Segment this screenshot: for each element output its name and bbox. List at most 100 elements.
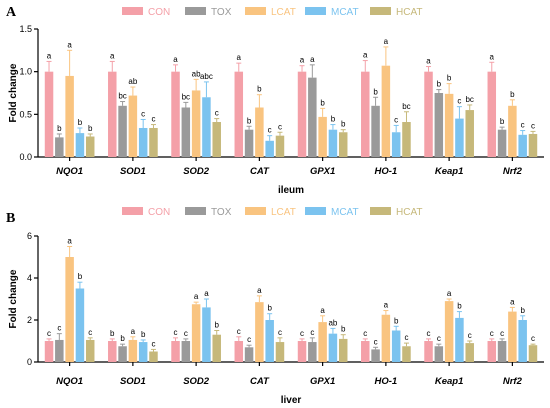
- bar-con-sod2: [171, 341, 180, 362]
- bar-mcat-nrf2: [518, 320, 527, 362]
- bar-tox-sod1: [118, 346, 127, 362]
- significance-letter-con-sod1: b: [110, 329, 115, 338]
- bar-con-nqo1: [44, 71, 54, 157]
- significance-letter-tox-sod1: bc: [118, 92, 126, 101]
- significance-letter-con-sod2: a: [173, 55, 178, 64]
- significance-letter-tox-cat: c: [247, 335, 251, 344]
- significance-letter-mcat-ho-1: b: [394, 316, 399, 325]
- x-tick-label-ho-1: HO-1: [375, 376, 398, 387]
- significance-letter-hcat-sod2: b: [214, 321, 219, 330]
- y-tick-label: 0: [27, 357, 32, 367]
- significance-letter-con-nqo1: c: [47, 329, 51, 338]
- legend-label-mcat: MCAT: [331, 207, 359, 218]
- bar-con-sod2: [171, 71, 180, 157]
- significance-letter-lcat-nrf2: b: [510, 90, 515, 99]
- bar-mcat-ho-1: [391, 132, 401, 157]
- y-tick-label: 6: [27, 231, 32, 241]
- significance-letter-con-cat: a: [237, 53, 242, 62]
- significance-letter-lcat-sod2: a: [194, 292, 199, 301]
- y-tick-label: 4: [27, 273, 32, 283]
- significance-letter-mcat-nrf2: b: [520, 306, 525, 315]
- significance-letter-tox-nrf2: b: [500, 117, 505, 126]
- bar-tox-nqo1: [55, 339, 64, 362]
- y-tick-label: 2: [27, 315, 32, 325]
- x-tick-label-sod2: SOD2: [183, 376, 210, 387]
- bar-con-cat: [234, 71, 244, 157]
- y-tick-label: 0.0: [19, 152, 32, 162]
- x-tick-label-sod1: SOD1: [120, 166, 146, 177]
- significance-letter-lcat-ho-1: a: [384, 37, 389, 46]
- significance-letter-hcat-nqo1: c: [88, 328, 92, 337]
- legend-swatch-con: [122, 207, 143, 215]
- significance-letter-con-sod2: c: [174, 328, 178, 337]
- bar-mcat-sod2: [202, 307, 211, 362]
- legend-label-tox: TOX: [211, 207, 232, 218]
- bar-mcat-cat: [265, 140, 274, 157]
- significance-letter-hcat-cat: c: [278, 328, 282, 337]
- significance-letter-mcat-gpx1: ab: [328, 318, 337, 327]
- bar-mcat-gpx1: [328, 333, 338, 362]
- significance-letter-lcat-nrf2: a: [510, 297, 515, 306]
- significance-letter-tox-sod1: b: [120, 334, 125, 343]
- legend-swatch-mcat: [305, 7, 326, 15]
- significance-letter-lcat-nqo1: a: [67, 40, 72, 49]
- bar-con-nrf2: [487, 71, 497, 157]
- significance-letter-hcat-keap1: bc: [465, 95, 473, 104]
- bar-lcat-ho-1: [381, 314, 391, 362]
- significance-letter-hcat-nrf2: c: [531, 121, 535, 130]
- significance-letter-hcat-gpx1: b: [341, 120, 346, 129]
- legend-swatch-tox: [185, 207, 206, 215]
- panel-letter: A: [6, 5, 17, 20]
- bar-lcat-gpx1: [318, 116, 327, 157]
- bar-tox-cat: [244, 129, 254, 157]
- x-tick-label-keap1: Keap1: [435, 376, 464, 387]
- bar-tox-gpx1: [308, 77, 317, 157]
- significance-letter-lcat-sod1: ab: [128, 77, 137, 86]
- bar-mcat-sod2: [202, 97, 211, 157]
- x-axis-label: liver: [281, 395, 302, 406]
- bar-mcat-gpx1: [328, 129, 338, 157]
- significance-letter-tox-gpx1: c: [310, 328, 314, 337]
- significance-letter-mcat-keap1: b: [457, 302, 462, 311]
- bar-hcat-nqo1: [85, 339, 95, 362]
- significance-letter-mcat-cat: c: [268, 126, 272, 135]
- significance-letter-con-nqo1: a: [47, 51, 52, 60]
- legend-label-hcat: HCAT: [396, 207, 422, 218]
- bar-hcat-cat: [275, 135, 285, 157]
- bar-tox-keap1: [434, 346, 444, 362]
- bar-hcat-sod2: [212, 334, 221, 362]
- significance-letter-lcat-keap1: b: [447, 74, 452, 83]
- bar-con-keap1: [424, 341, 433, 362]
- bar-tox-sod2: [181, 107, 191, 157]
- x-tick-label-cat: CAT: [250, 376, 270, 387]
- significance-letter-hcat-keap1: c: [468, 331, 472, 340]
- y-axis-label: Fold change: [8, 269, 19, 328]
- bar-mcat-cat: [265, 320, 274, 362]
- x-tick-label-nrf2: Nrf2: [503, 166, 523, 177]
- bar-hcat-nqo1: [85, 136, 95, 157]
- significance-letter-lcat-sod2: ab: [192, 69, 201, 78]
- bar-lcat-sod2: [191, 90, 201, 157]
- significance-letter-con-gpx1: c: [300, 329, 304, 338]
- significance-letter-tox-sod2: bc: [182, 92, 190, 101]
- bar-hcat-gpx1: [338, 338, 348, 362]
- significance-letter-hcat-cat: c: [278, 122, 282, 131]
- bar-hcat-nrf2: [528, 133, 538, 157]
- bar-tox-nrf2: [497, 341, 507, 362]
- significance-letter-tox-cat: b: [247, 116, 252, 125]
- x-tick-label-gpx1: GPX1: [310, 376, 335, 387]
- legend: CON TOX LCAT MCAT HCAT: [122, 207, 422, 218]
- bar-lcat-keap1: [444, 93, 454, 157]
- bar-tox-sod1: [118, 105, 127, 157]
- panel-letter: B: [6, 211, 15, 226]
- y-tick-label: 1.0: [19, 67, 32, 77]
- bar-hcat-gpx1: [338, 132, 348, 157]
- significance-letter-mcat-sod2: abc: [200, 72, 213, 81]
- x-tick-label-sod2: SOD2: [183, 166, 210, 177]
- significance-letter-lcat-gpx1: b: [320, 98, 325, 107]
- bar-con-nrf2: [487, 341, 497, 362]
- legend-label-tox: TOX: [211, 7, 232, 18]
- significance-letter-mcat-gpx1: b: [331, 115, 336, 124]
